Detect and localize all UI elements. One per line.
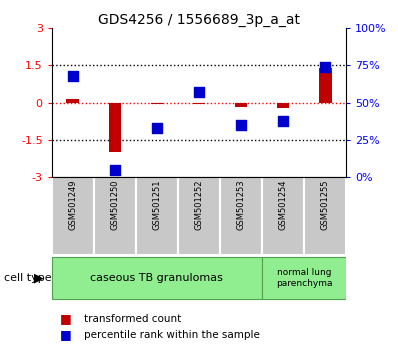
Point <box>154 125 160 131</box>
Text: GSM501255: GSM501255 <box>321 179 330 230</box>
Text: normal lung
parenchyma: normal lung parenchyma <box>276 268 332 287</box>
Bar <box>277 103 289 108</box>
Point <box>112 167 118 172</box>
Bar <box>262 177 304 255</box>
Point <box>70 73 76 79</box>
Title: GDS4256 / 1556689_3p_a_at: GDS4256 / 1556689_3p_a_at <box>98 13 300 27</box>
Text: GSM501252: GSM501252 <box>195 179 203 230</box>
Bar <box>136 177 178 255</box>
Text: GSM501251: GSM501251 <box>152 179 162 230</box>
Bar <box>66 99 79 103</box>
Text: cell type: cell type <box>4 273 52 283</box>
Point <box>238 122 244 128</box>
Text: transformed count: transformed count <box>84 314 181 324</box>
Bar <box>52 177 94 255</box>
Text: ■: ■ <box>60 328 72 341</box>
Bar <box>304 177 346 255</box>
Text: caseous TB granulomas: caseous TB granulomas <box>90 273 223 283</box>
Point <box>322 64 328 70</box>
Bar <box>262 257 346 299</box>
Text: GSM501254: GSM501254 <box>279 179 288 230</box>
Text: ■: ■ <box>60 312 72 325</box>
Bar <box>52 257 262 299</box>
Bar <box>319 68 332 103</box>
Bar <box>109 103 121 152</box>
Bar <box>150 103 163 104</box>
Point <box>196 90 202 95</box>
Text: GSM501253: GSM501253 <box>236 179 246 230</box>
Bar <box>220 177 262 255</box>
Bar <box>193 103 205 104</box>
Text: percentile rank within the sample: percentile rank within the sample <box>84 330 259 339</box>
Text: GSM501249: GSM501249 <box>68 179 77 230</box>
Bar <box>94 177 136 255</box>
Text: ▶: ▶ <box>34 272 43 284</box>
Text: GSM501250: GSM501250 <box>110 179 119 230</box>
Point <box>280 118 286 123</box>
Bar <box>235 103 248 107</box>
Bar <box>178 177 220 255</box>
